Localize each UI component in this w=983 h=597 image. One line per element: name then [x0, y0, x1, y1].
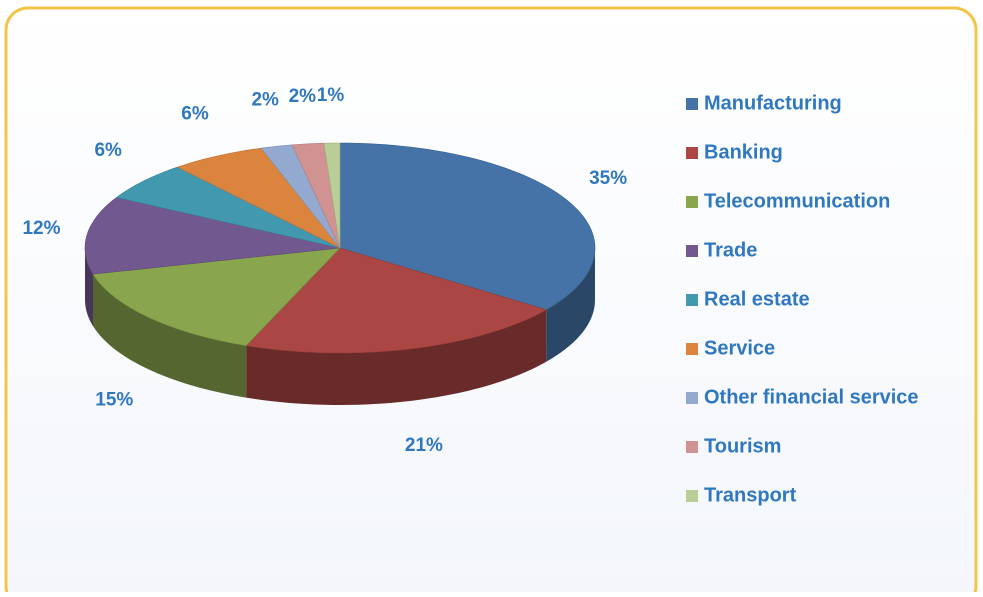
legend-label: Other financial service: [704, 386, 919, 408]
pie-sides: [85, 248, 595, 405]
slice: [92, 247, 341, 346]
data-label: 1%: [317, 85, 345, 106]
legend-swatch: [686, 98, 698, 110]
legend-swatch: [686, 245, 698, 257]
slice: [84, 197, 341, 275]
legend-label: Manufacturing: [704, 92, 842, 114]
data-label: 35%: [589, 168, 627, 189]
data-label: 12%: [22, 218, 60, 239]
slice-side: [246, 309, 547, 405]
legend-swatch: [686, 490, 698, 502]
legend-label: Service: [704, 337, 775, 359]
legend-swatch: [686, 343, 698, 355]
legend-label: Tourism: [704, 435, 781, 457]
slice: [339, 142, 596, 311]
legend-label: Trade: [704, 239, 757, 261]
data-label: 6%: [94, 140, 122, 161]
slice: [115, 166, 341, 249]
legend-swatch: [686, 392, 698, 404]
data-label: 6%: [181, 104, 209, 125]
slice: [176, 147, 341, 249]
legend-swatch: [686, 294, 698, 306]
legend-swatch: [686, 196, 698, 208]
legend-label: Real estate: [704, 288, 810, 310]
legend-label: Telecommunication: [704, 190, 890, 212]
legend-label: Transport: [704, 484, 797, 506]
data-label: 2%: [289, 86, 317, 107]
data-labels: 35%21%15%12%6%6%2% 2% 1%: [22, 85, 627, 456]
slice-side: [546, 248, 595, 362]
data-label: 15%: [95, 390, 133, 411]
legend-swatch: [686, 441, 698, 453]
slice-side: [93, 274, 247, 398]
data-label: 21%: [405, 435, 443, 456]
legend-swatch: [686, 147, 698, 159]
pie-tops: [84, 142, 596, 354]
data-label: 2%: [251, 90, 279, 111]
legend-label: Banking: [704, 141, 783, 163]
slice: [323, 142, 341, 249]
slice-side: [85, 248, 94, 327]
slice: [245, 247, 548, 354]
legend: Manufacturing Banking Telecommunication Tra…: [686, 92, 919, 506]
